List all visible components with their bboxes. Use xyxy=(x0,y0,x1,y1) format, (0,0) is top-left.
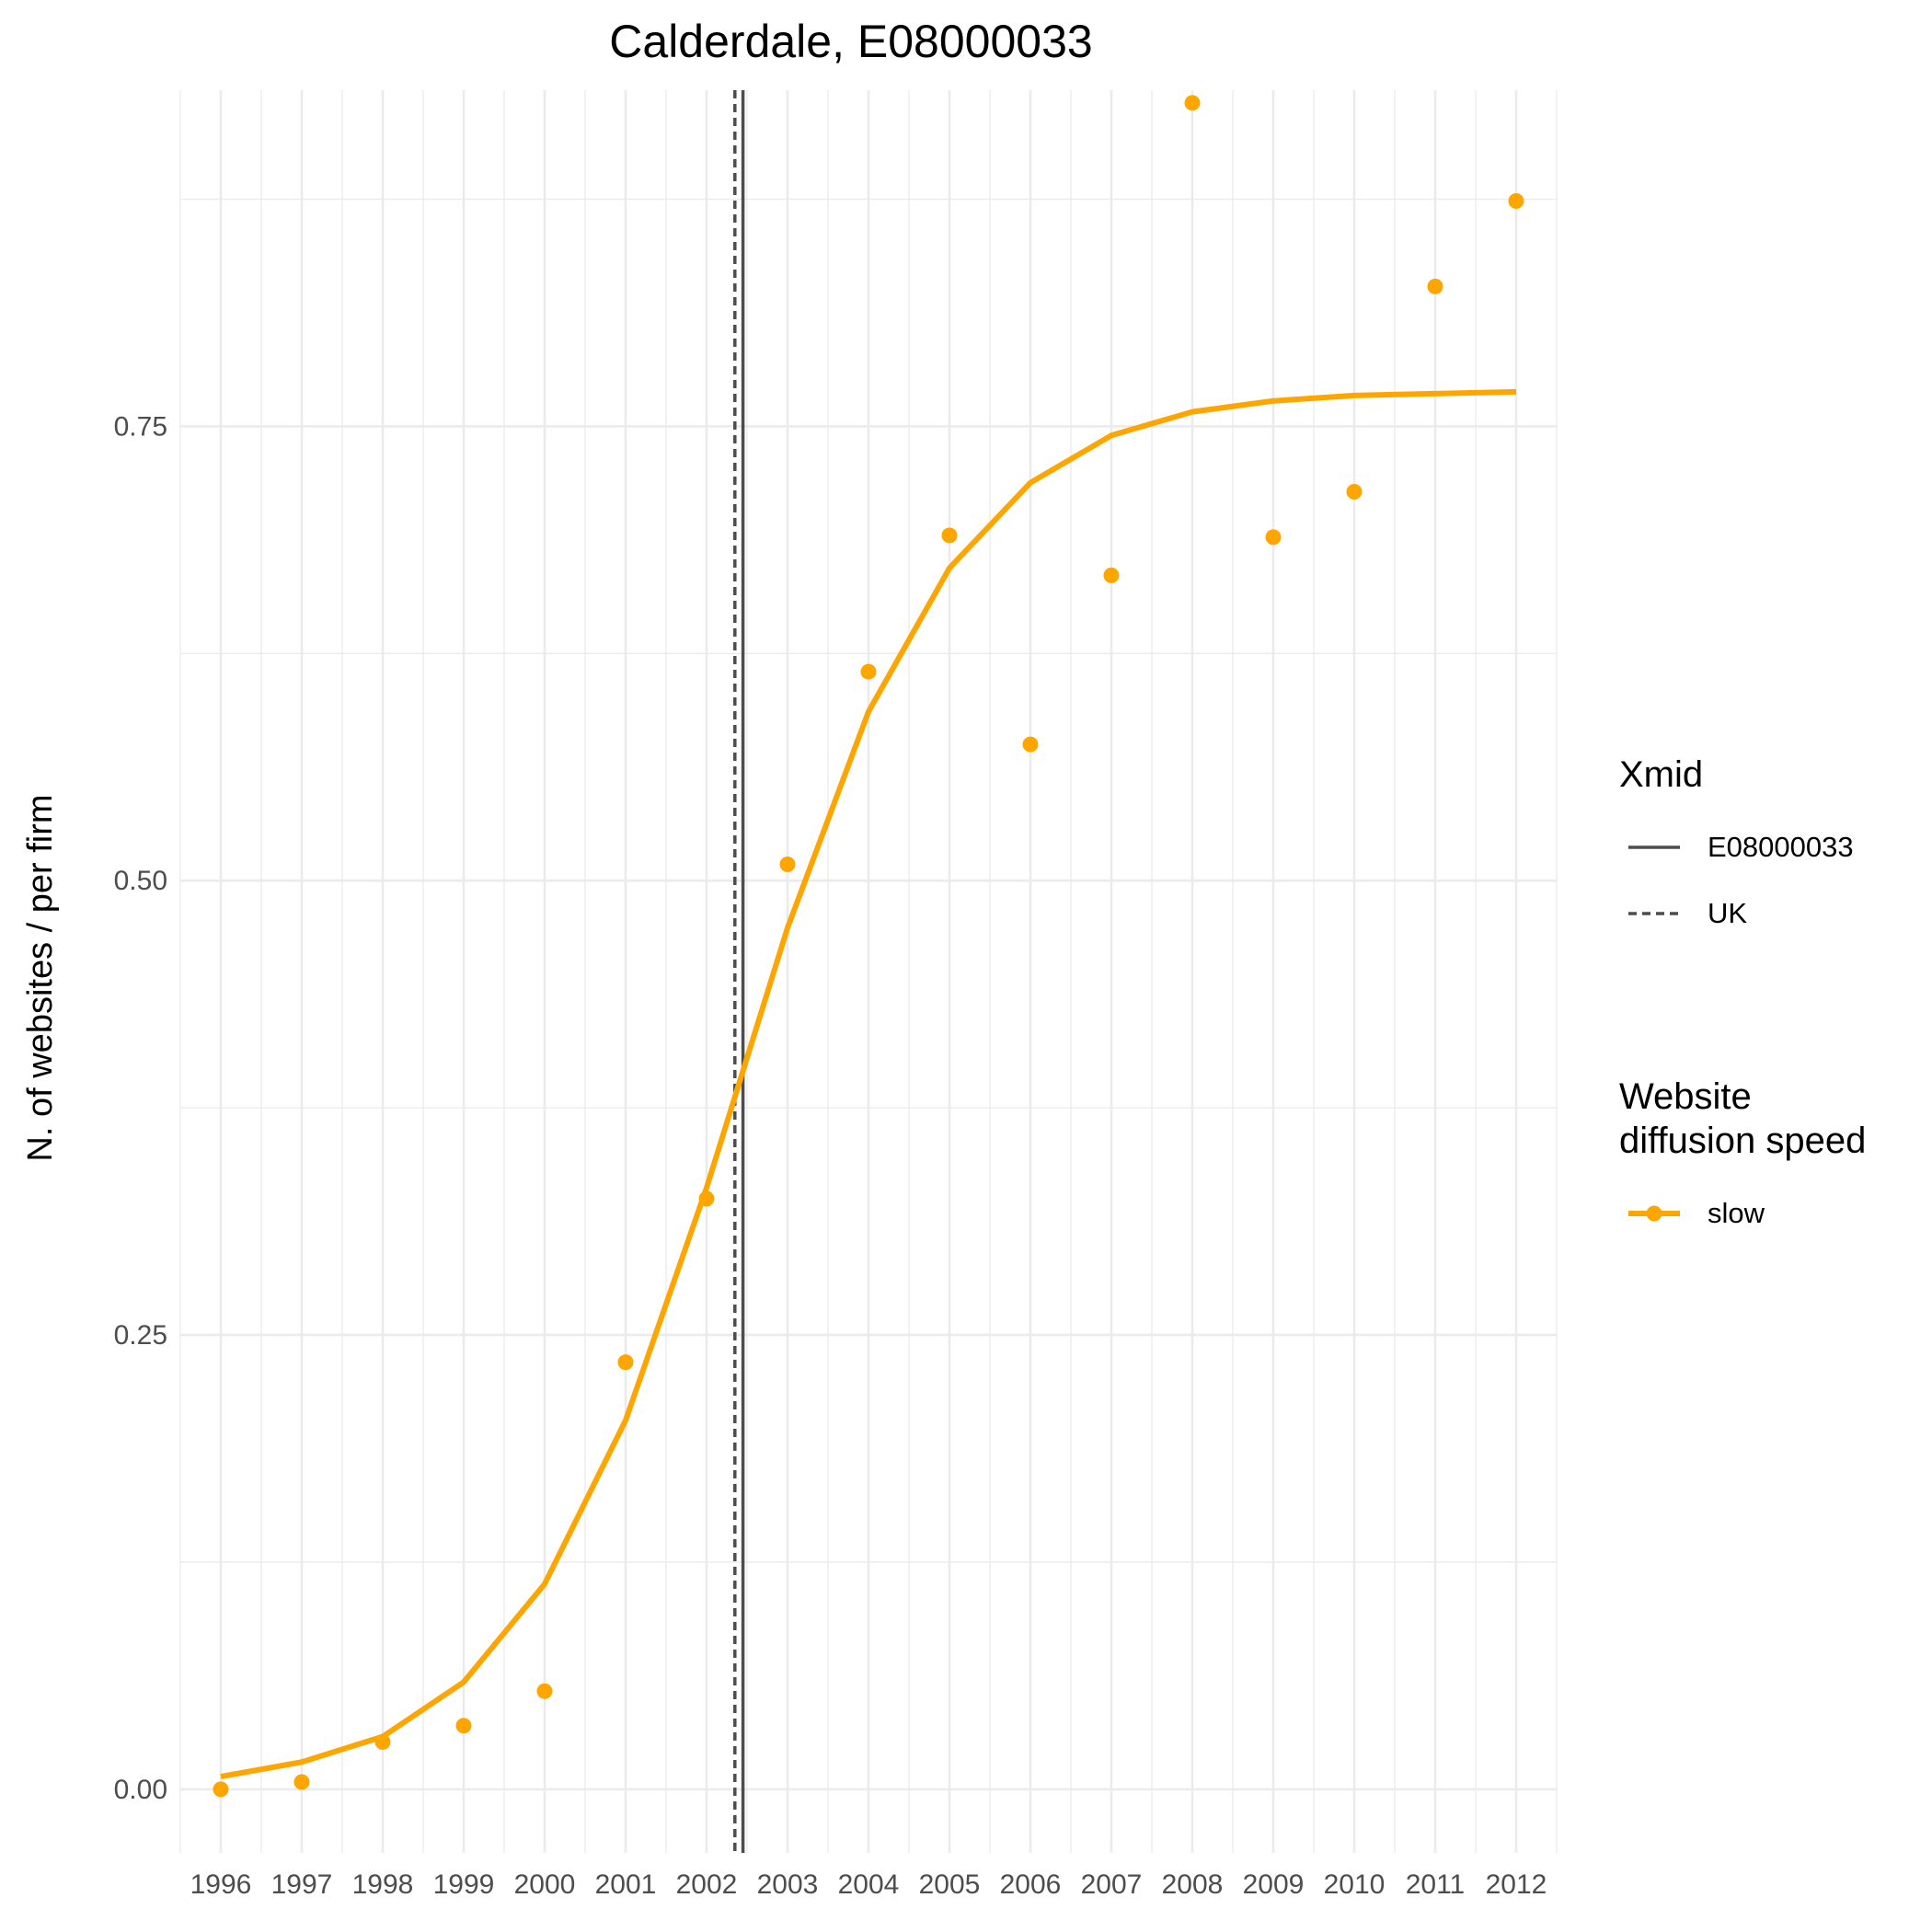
x-tick-label: 2001 xyxy=(595,1869,657,1900)
fitted-curve-slow xyxy=(220,388,1517,1779)
legend-title: Website xyxy=(1619,1076,1752,1117)
x-tick-label: 2004 xyxy=(838,1869,900,1900)
x-tick-label: 1999 xyxy=(433,1869,495,1900)
reference-lines xyxy=(733,90,745,1853)
x-tick-label: 2006 xyxy=(1000,1869,1062,1900)
y-tick-label: 0.50 xyxy=(114,866,167,896)
data-point-2006 xyxy=(1022,736,1039,753)
x-tick-labels: 1996 1997 1998 1999 2000 2001 2002 2003 2004 2005… xyxy=(190,1869,1547,1900)
y-tick-labels: 0.00 0.25 0.50 0.75 xyxy=(114,411,167,1804)
x-tick-label: 1997 xyxy=(271,1869,333,1900)
legend-key-point xyxy=(1646,1205,1662,1222)
x-tick-label: 2002 xyxy=(676,1869,738,1900)
x-tick-label: 2012 xyxy=(1486,1869,1547,1900)
data-point-2012 xyxy=(1508,192,1524,209)
data-point-2010 xyxy=(1346,484,1363,500)
data-point-2005 xyxy=(941,527,958,544)
x-tick-label: 2000 xyxy=(514,1869,576,1900)
data-point-2000 xyxy=(536,1683,553,1699)
data-point-1996 xyxy=(213,1781,229,1798)
legend-title: Xmid xyxy=(1619,754,1703,795)
data-point-2001 xyxy=(617,1354,634,1371)
legend-label: UK xyxy=(1708,897,1747,929)
data-point-1999 xyxy=(455,1718,472,1734)
data-point-2011 xyxy=(1427,278,1443,294)
legend-label: E08000033 xyxy=(1708,831,1854,863)
data-point-2007 xyxy=(1103,567,1120,583)
y-tick-label: 0.00 xyxy=(114,1775,167,1805)
series-layer xyxy=(213,95,1524,1798)
data-point-2004 xyxy=(860,663,877,680)
x-tick-label: 2005 xyxy=(919,1869,981,1900)
x-tick-label: 1996 xyxy=(190,1869,252,1900)
data-point-1998 xyxy=(374,1734,391,1751)
x-tick-label: 1998 xyxy=(352,1869,414,1900)
x-tick-label: 2008 xyxy=(1162,1869,1224,1900)
x-tick-label: 2003 xyxy=(757,1869,819,1900)
x-tick-label: 2007 xyxy=(1081,1869,1143,1900)
data-point-2009 xyxy=(1265,529,1282,546)
x-tick-label: 2009 xyxy=(1243,1869,1305,1900)
grid-layer xyxy=(179,90,1558,1853)
y-tick-label: 0.25 xyxy=(114,1320,167,1351)
data-point-2002 xyxy=(698,1190,715,1207)
data-point-2008 xyxy=(1184,95,1201,111)
x-tick-label: 2011 xyxy=(1406,1869,1466,1900)
legend-title: diffusion speed xyxy=(1619,1121,1866,1161)
y-tick-label: 0.75 xyxy=(114,411,167,442)
chart-title: Calderdale, E08000033 xyxy=(609,16,1092,67)
legend-label: slow xyxy=(1708,1197,1765,1229)
x-tick-label: 2010 xyxy=(1324,1869,1386,1900)
y-axis-title: N. of websites / per firm xyxy=(21,794,60,1161)
data-point-2003 xyxy=(779,856,796,872)
data-point-1997 xyxy=(293,1774,310,1790)
